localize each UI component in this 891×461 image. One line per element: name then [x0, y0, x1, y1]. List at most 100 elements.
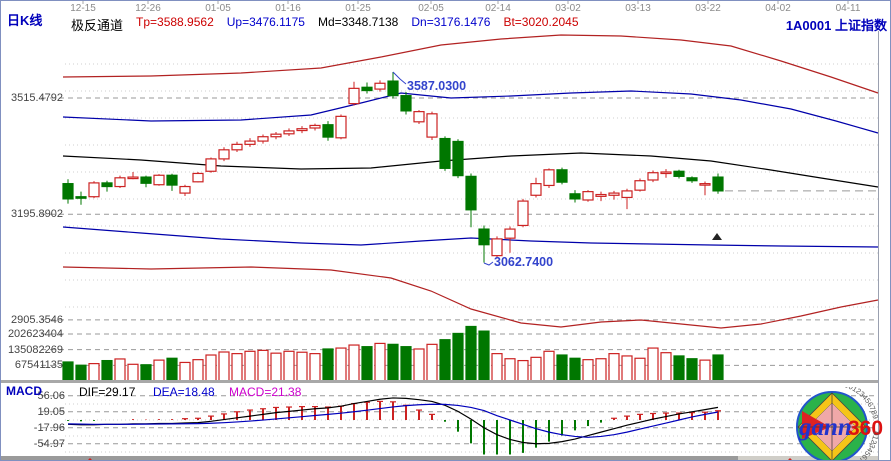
candle[interactable] [257, 134, 269, 144]
candle[interactable] [179, 184, 191, 196]
candle[interactable] [335, 114, 347, 140]
candle[interactable] [478, 225, 490, 263]
volume-bar[interactable] [62, 361, 74, 382]
volume-bar[interactable] [686, 358, 698, 382]
candle[interactable] [387, 71, 399, 99]
volume-bar[interactable] [192, 359, 204, 382]
candle[interactable] [699, 181, 711, 196]
volume-bar[interactable] [413, 348, 425, 382]
volume-bar[interactable] [101, 359, 113, 382]
candle[interactable] [283, 128, 295, 136]
candle[interactable] [452, 139, 464, 179]
candle[interactable] [686, 176, 698, 183]
candle[interactable] [127, 171, 139, 180]
candle[interactable] [101, 180, 113, 192]
volume-bar[interactable] [244, 350, 256, 382]
volume-bar[interactable] [556, 354, 568, 382]
candle[interactable] [673, 169, 685, 179]
volume-bar[interactable] [218, 351, 230, 382]
volume-bar[interactable] [517, 359, 529, 382]
candle[interactable] [361, 82, 373, 94]
volume-bar[interactable] [452, 332, 464, 382]
candle[interactable] [491, 236, 503, 259]
volume-bar[interactable] [608, 353, 620, 382]
volume-bar[interactable] [647, 347, 659, 382]
volume-bar[interactable] [621, 355, 633, 382]
volume-bar[interactable] [374, 342, 386, 382]
volume-bar[interactable] [205, 354, 217, 382]
volume-bar[interactable] [335, 347, 347, 382]
volume-bar[interactable] [153, 359, 165, 382]
candle[interactable] [244, 138, 256, 147]
candle[interactable] [582, 190, 594, 202]
volume-bar[interactable] [543, 350, 555, 382]
volume-bar[interactable] [231, 353, 243, 382]
candle[interactable] [595, 191, 607, 202]
volume-bar[interactable] [569, 357, 581, 382]
candle[interactable] [348, 81, 360, 106]
volume-bar[interactable] [634, 357, 646, 382]
candle[interactable] [439, 136, 451, 171]
candle[interactable] [114, 175, 126, 188]
volume-bar[interactable] [478, 330, 490, 382]
candle[interactable] [218, 147, 230, 162]
candle[interactable] [426, 111, 438, 140]
candle[interactable] [634, 178, 646, 192]
candle[interactable] [75, 191, 87, 205]
volume-bar[interactable] [504, 358, 516, 382]
candle[interactable] [62, 179, 74, 204]
pane-divider[interactable] [1, 380, 878, 383]
candle[interactable] [192, 171, 204, 183]
candle[interactable] [504, 226, 516, 253]
candle[interactable] [543, 168, 555, 188]
candle[interactable] [231, 141, 243, 152]
volume-bar[interactable] [400, 346, 412, 382]
candle[interactable] [608, 190, 620, 200]
volume-bar[interactable] [140, 364, 152, 382]
candle[interactable] [166, 173, 178, 191]
volume-bar[interactable] [309, 353, 321, 382]
candle[interactable] [530, 177, 542, 198]
volume-bar[interactable] [75, 364, 87, 382]
candle[interactable] [205, 157, 217, 173]
volume-bar[interactable] [270, 352, 282, 382]
candle[interactable] [465, 173, 477, 228]
horizontal-scrollbar-thumb[interactable] [1, 456, 738, 460]
candle[interactable] [270, 131, 282, 140]
candle[interactable] [153, 174, 165, 186]
candle[interactable] [309, 123, 321, 131]
candle[interactable] [621, 188, 633, 210]
candle[interactable] [88, 181, 100, 199]
volume-bar[interactable] [673, 355, 685, 382]
candle[interactable] [296, 126, 308, 134]
volume-bar[interactable] [491, 353, 503, 382]
volume-bar[interactable] [88, 363, 100, 382]
volume-bar[interactable] [582, 359, 594, 382]
candle[interactable] [517, 198, 529, 228]
volume-bar[interactable] [530, 356, 542, 382]
candle[interactable] [413, 110, 425, 124]
volume-bar[interactable] [465, 325, 477, 382]
candle[interactable] [140, 175, 152, 188]
volume-bar[interactable] [361, 346, 373, 382]
candle[interactable] [569, 190, 581, 203]
volume-bar[interactable] [439, 339, 451, 382]
volume-bar[interactable] [712, 354, 724, 382]
volume-bar[interactable] [283, 350, 295, 382]
volume-bar[interactable] [699, 359, 711, 382]
volume-bar[interactable] [426, 343, 438, 382]
volume-bar[interactable] [127, 363, 139, 382]
candle[interactable] [374, 80, 386, 92]
volume-bar[interactable] [660, 352, 672, 382]
candle[interactable] [322, 121, 334, 141]
candle[interactable] [712, 173, 724, 194]
volume-bar[interactable] [296, 351, 308, 382]
volume-bar[interactable] [114, 358, 126, 382]
volume-bar[interactable] [179, 361, 191, 382]
volume-bar[interactable] [595, 358, 607, 382]
volume-bar[interactable] [387, 343, 399, 382]
candle[interactable] [647, 170, 659, 183]
volume-bar[interactable] [348, 344, 360, 382]
candle[interactable] [556, 167, 568, 185]
